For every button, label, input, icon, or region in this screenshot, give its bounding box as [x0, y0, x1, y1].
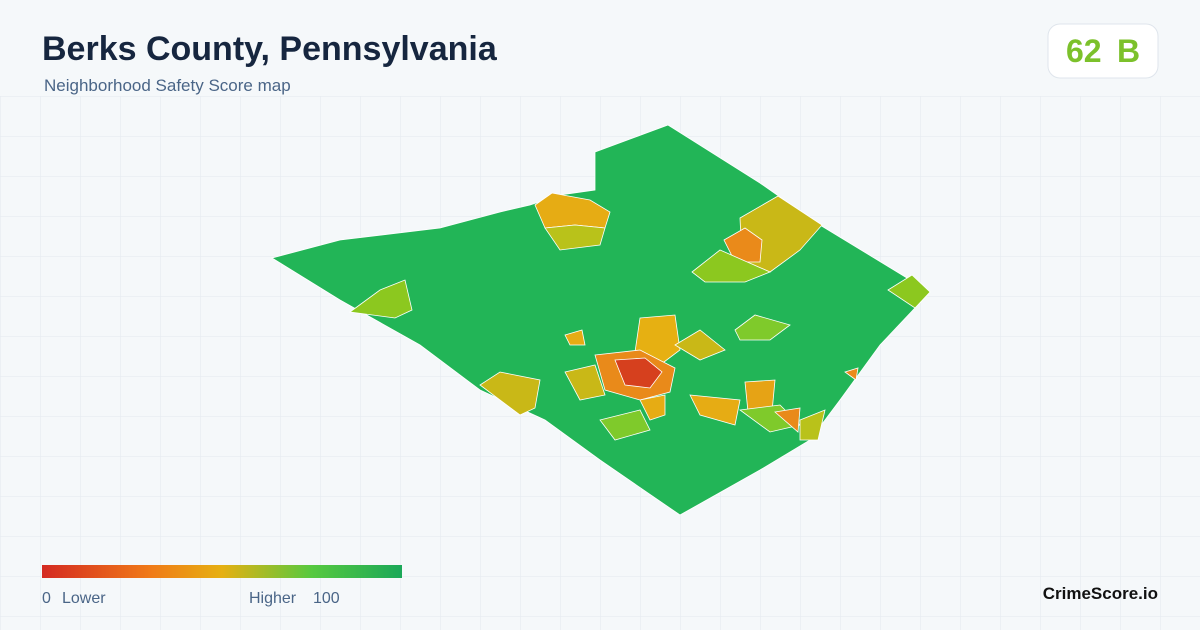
legend-min: 0 [42, 590, 51, 607]
region [634, 314, 681, 366]
region [544, 224, 606, 251]
region [799, 409, 826, 441]
region [564, 329, 586, 346]
region [599, 409, 651, 441]
score-badge: 62 B [1047, 23, 1159, 79]
region [689, 394, 741, 426]
legend-max-label: Higher [249, 590, 297, 607]
region [674, 329, 726, 361]
legend-min-label: Lower [62, 590, 106, 607]
subtitle: Neighborhood Safety Score map [44, 76, 291, 95]
region [564, 364, 606, 401]
county-map [270, 124, 931, 516]
brand: CrimeScore.io [1043, 584, 1158, 603]
region [844, 367, 859, 381]
region [479, 371, 541, 416]
region [691, 249, 772, 283]
region [887, 274, 931, 309]
score-value: 62 [1066, 33, 1102, 69]
badge-box [1047, 23, 1159, 79]
region [639, 394, 666, 421]
region [774, 407, 801, 433]
legend-max: 100 [313, 590, 340, 607]
region [614, 357, 663, 389]
score-grade: B [1117, 33, 1140, 69]
title: Berks County, Pennsylvania [42, 30, 498, 68]
region [734, 314, 791, 341]
legend-scale [42, 565, 402, 578]
region [348, 279, 413, 319]
